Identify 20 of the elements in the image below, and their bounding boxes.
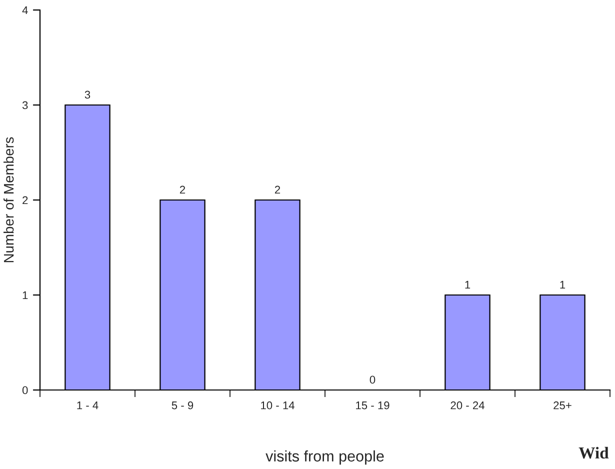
x-tick-label: 5 - 9	[172, 401, 194, 410]
data-label: 1	[465, 280, 470, 289]
y-tick-label: 4	[22, 6, 28, 14]
y-tick-label: 1	[22, 291, 28, 300]
x-axis-title: visits from people	[266, 450, 384, 465]
text: Wid	[578, 446, 609, 459]
data-label: 3	[84, 90, 90, 99]
x-tick-label: 10 - 14	[261, 401, 294, 410]
x-tick-label: 15 - 19	[356, 401, 390, 410]
x-tick-label: 25+	[554, 401, 572, 410]
y-tick-label: 0	[22, 386, 28, 394]
x-tick-label: 1 - 4	[77, 402, 98, 410]
data-label: 1	[560, 280, 566, 289]
data-label: 2	[274, 186, 280, 194]
y-axis-title: Number of Members	[4, 137, 14, 262]
x-tick-label: 20 - 24	[450, 401, 484, 410]
data-label: 2	[180, 186, 186, 194]
y-tick-label: 3	[22, 101, 28, 110]
y-tick-label: 2	[22, 196, 28, 204]
data-label: 0	[370, 376, 376, 384]
